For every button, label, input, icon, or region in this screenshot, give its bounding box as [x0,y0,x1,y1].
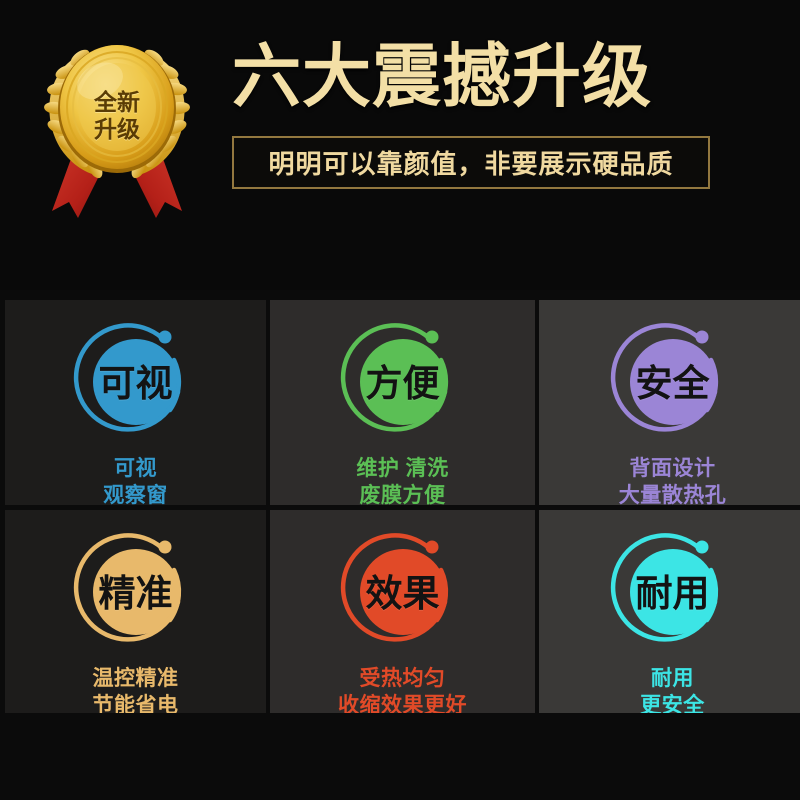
badge-word-visible-window: 可视 [98,363,173,404]
badge-word-convenient-maintenance: 方便 [365,363,440,404]
badge-circle-icon [610,533,718,642]
feature-badge-durable-safe: 耐用 [607,524,739,656]
caption-line-1: 温控精准 [92,667,179,690]
feature-grid: 可视 可视 观察窗 方便 维护 清洗 废膜方便 安全 背面设计 大量散热孔 精准 温控精准 节能省电效… [5,300,800,713]
caption-line-2: 废膜方便 [359,483,446,505]
badge-circle-icon [340,533,448,642]
caption-line-1: 可视 [114,457,157,480]
caption-line-1: 受热均匀 [359,667,446,690]
feature-cell-safety-heat-vents[interactable]: 安全背面设计大量散热孔 [539,300,800,505]
feature-caption-visible-window: 可视 观察窗 [103,456,168,505]
title-block: 六大震撼升级 明明可以靠颜值，非要展示硬品质 [232,38,777,190]
badge-circle-icon [73,533,181,642]
header-section: 全新 升级 六大震撼升级 明明可以靠颜值，非要展示硬品质 [0,0,800,290]
feature-badge-convenient-maintenance: 方便 [337,314,469,446]
feature-cell-precise-temperature[interactable]: 精准温控精准节能省电 [5,510,266,713]
feature-badge-safety-heat-vents: 安全 [607,314,739,446]
caption-line-2: 节能省电 [92,693,179,713]
feature-caption-safety-heat-vents: 背面设计 大量散热孔 [619,456,727,505]
caption-line-2: 更安全 [640,693,705,713]
feature-caption-precise-temperature: 温控精准 节能省电 [93,666,179,713]
caption-line-1: 耐用 [651,667,694,690]
feature-caption-durable-safe: 耐用 更安全 [640,666,705,713]
feature-cell-durable-safe[interactable]: 耐用 耐用 更安全 [539,510,800,713]
feature-badge-visible-window: 可视 [70,314,202,446]
feature-caption-convenient-maintenance: 维护 清洗 废膜方便 [356,456,448,505]
subtitle-text: 明明可以靠颜值，非要展示硬品质 [268,149,674,180]
badge-word-precise-temperature: 精准 [98,573,173,614]
feature-cell-convenient-maintenance[interactable]: 方便维护 清洗废膜方便 [270,300,535,505]
badge-circle-icon [73,323,181,432]
badge-word-durable-safe: 耐用 [635,573,710,614]
badge-word-safety-heat-vents: 安全 [635,363,710,404]
page-title: 六大震撼升级 [232,38,652,115]
caption-line-2: 大量散热孔 [618,483,727,505]
badge-circle-icon [610,323,718,432]
badge-circle-icon [340,323,448,432]
subtitle-box: 明明可以靠颜值，非要展示硬品质 [232,136,710,190]
caption-line-1: 维护 清洗 [356,457,449,480]
feature-cell-shrink-effect[interactable]: 效果受热均匀收缩效果更好 [270,510,535,713]
feature-badge-shrink-effect: 效果 [337,524,469,656]
feature-cell-visible-window[interactable]: 可视 可视 观察窗 [5,300,266,505]
upgrade-medal: 全新 升级 [22,26,212,241]
caption-line-2: 收缩效果更好 [338,693,467,713]
caption-line-1: 背面设计 [629,457,716,480]
caption-line-2: 观察窗 [103,483,168,505]
badge-word-shrink-effect: 效果 [365,573,440,614]
medal-disc [58,45,176,173]
feature-caption-shrink-effect: 受热均匀收缩效果更好 [338,666,467,713]
feature-badge-precise-temperature: 精准 [70,524,202,656]
medal-graphic [44,45,190,218]
